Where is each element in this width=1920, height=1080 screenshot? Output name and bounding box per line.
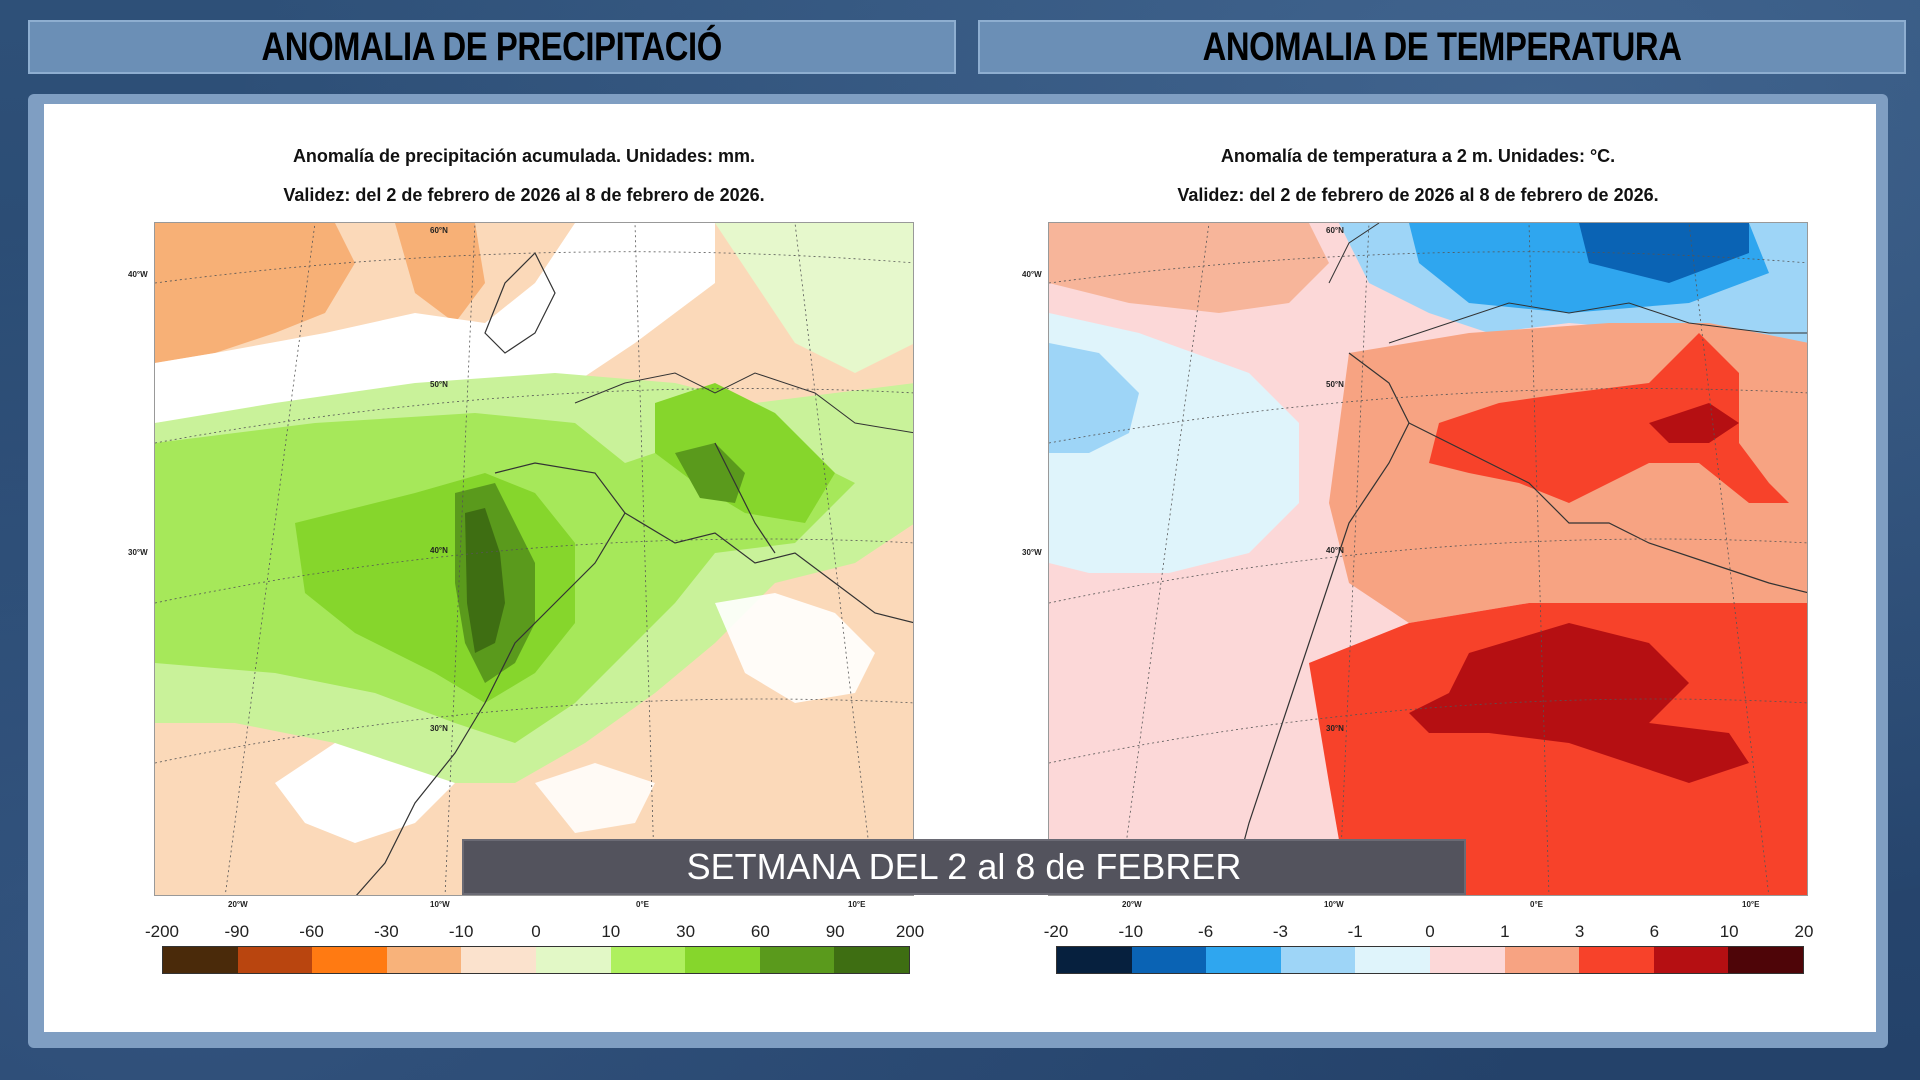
temp-legend-tick: 0 (1425, 922, 1435, 941)
precip-legend-tick: -60 (299, 922, 324, 941)
temp-legend-tick: 1 (1500, 922, 1510, 941)
temp-legend-ticks: -20 -10 -6 -3 -1 0 1 3 6 10 20 (1044, 922, 1814, 942)
temp-lat-label: 50°N (1326, 380, 1344, 389)
precip-legend-swatch (312, 947, 387, 973)
precip-lat-label: 40°N (430, 546, 448, 555)
temp-legend-swatch (1280, 947, 1356, 973)
temp-legend-tick: -6 (1198, 922, 1214, 941)
temp-legend-swatch (1504, 947, 1580, 973)
temp-lat-label: 30°N (1326, 724, 1344, 733)
temp-legend-tick: -10 (1118, 922, 1144, 941)
precip-legend-swatch (237, 947, 313, 973)
precip-lat-label: 60°N (430, 226, 448, 235)
temp-legend-tick: 3 (1574, 922, 1585, 941)
temp-legend-tick: 20 (1794, 922, 1814, 941)
precip-lat-label: 50°N (430, 380, 448, 389)
temp-legend-swatch (1131, 947, 1207, 973)
precip-lon-label: 20°W (228, 900, 248, 909)
temp-legend-bar (1056, 946, 1804, 974)
precip-map (154, 222, 914, 896)
precip-legend-tick: -30 (374, 922, 399, 941)
precip-lon-label: 10°E (848, 900, 866, 909)
temp-lon-label: 0°E (1530, 900, 1543, 909)
temp-legend-tick: 6 (1649, 922, 1660, 941)
precip-legend-swatch (535, 947, 611, 973)
precip-title-line2: Validez: del 2 de febrero de 2026 al 8 d… (283, 185, 765, 205)
precip-legend-bar (162, 946, 910, 974)
temp-legend-tick: -20 (1043, 922, 1069, 941)
precip-lat-label: 30°N (430, 724, 448, 733)
precip-legend-tick: -10 (448, 922, 474, 941)
precip-legend-swatch (759, 947, 835, 973)
temp-lon-label: 10°W (1324, 900, 1344, 909)
precip-legend-swatch (834, 947, 909, 973)
temp-legend-swatch (1579, 947, 1654, 973)
week-caption: SETMANA DEL 2 al 8 de FEBRER (462, 839, 1466, 895)
week-caption-text: SETMANA DEL 2 al 8 de FEBRER (686, 846, 1242, 887)
precip-legend-swatch (685, 947, 760, 973)
temp-title-line1: Anomalía de temperatura a 2 m. Unidades:… (1220, 146, 1616, 166)
precip-lon-label: 10°W (430, 900, 450, 909)
temperature-header: ANOMALIA DE TEMPERATURA (978, 20, 1906, 74)
precip-legend-tick: 0 (531, 922, 541, 941)
temp-map (1048, 222, 1808, 896)
precip-legend-tick: 10 (601, 922, 621, 941)
temp-legend-tick: -3 (1272, 922, 1288, 941)
precipitation-header: ANOMALIA DE PRECIPITACIÓ (28, 20, 956, 74)
temperature-header-text: ANOMALIA DE TEMPERATURA (1202, 24, 1682, 69)
temp-lon-label: 10°E (1742, 900, 1760, 909)
precip-legend-tick: 200 (895, 922, 925, 941)
temp-legend-swatch (1429, 947, 1505, 973)
precipitation-header-text: ANOMALIA DE PRECIPITACIÓ (261, 24, 723, 69)
temp-legend-swatch (1206, 947, 1281, 973)
precip-lon-label: 30°W (128, 548, 148, 557)
temp-lat-label: 60°N (1326, 226, 1344, 235)
precip-legend-swatch (386, 947, 462, 973)
temp-legend-tick: 10 (1719, 922, 1739, 941)
temp-map-svg (1049, 223, 1807, 895)
precip-legend-tick: 30 (676, 922, 696, 941)
temp-legend-swatch (1057, 947, 1132, 973)
precip-legend-swatch (461, 947, 536, 973)
temp-legend-tick: -1 (1347, 922, 1363, 941)
precip-legend-ticks: -200 -90 -60 -30 -10 0 10 30 60 90 200 (145, 922, 924, 942)
temp-lat-label: 40°N (1326, 546, 1344, 555)
precip-legend-tick: 90 (825, 922, 845, 941)
temp-legend-swatch (1653, 947, 1729, 973)
temp-lon-label: 20°W (1122, 900, 1142, 909)
precip-legend-tick: -90 (224, 922, 250, 941)
precip-map-svg (155, 223, 913, 895)
precip-legend-swatch (610, 947, 686, 973)
precip-legend-tick: 60 (750, 922, 770, 941)
temp-legend-swatch (1728, 947, 1803, 973)
precip-lon-label: 0°E (636, 900, 649, 909)
precip-legend-tick: -200 (144, 922, 180, 941)
precip-legend-swatch (163, 947, 238, 973)
precip-title-line1: Anomalía de precipitación acumulada. Uni… (292, 146, 756, 166)
temp-lon-label: 30°W (1022, 548, 1042, 557)
precip-lon-label: 40°W (128, 270, 148, 279)
temp-legend-swatch (1355, 947, 1430, 973)
temp-title-line2: Validez: del 2 de febrero de 2026 al 8 d… (1177, 185, 1659, 205)
temp-lon-label: 40°W (1022, 270, 1042, 279)
